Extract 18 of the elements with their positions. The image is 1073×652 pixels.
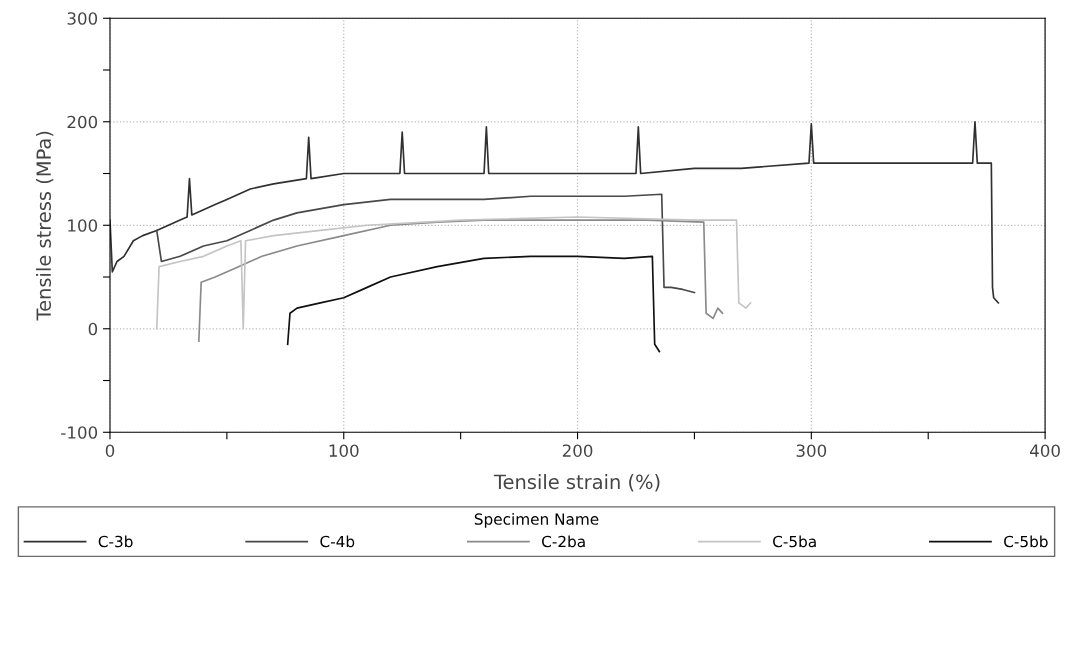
y-tick-label: 300 — [67, 12, 98, 25]
y-tick-label: 100 — [68, 219, 98, 232]
legend-label: C-2ba — [542, 535, 585, 548]
x-tick-label: 400 — [1030, 444, 1060, 457]
y-tick-label: 0 — [88, 322, 98, 336]
legend-label: C-5bb — [1004, 535, 1048, 548]
x-tick-label: 0 — [105, 444, 115, 457]
y-tick-label: -100 — [61, 426, 98, 439]
x-tick-label: 300 — [796, 444, 827, 457]
legend-label: C-3b — [98, 535, 133, 548]
x-tick-label: 200 — [562, 444, 593, 457]
legend-label: C-5ba — [773, 535, 816, 548]
x-tick-label: 100 — [329, 444, 359, 457]
y-axis-title: Tensile stress (MPa) — [35, 131, 54, 321]
x-axis-title: Tensile strain (%) — [493, 474, 660, 492]
legend-label: C-4b — [320, 535, 355, 548]
y-tick-label: 200 — [67, 115, 98, 129]
legend-title: Specimen Name — [474, 513, 599, 528]
